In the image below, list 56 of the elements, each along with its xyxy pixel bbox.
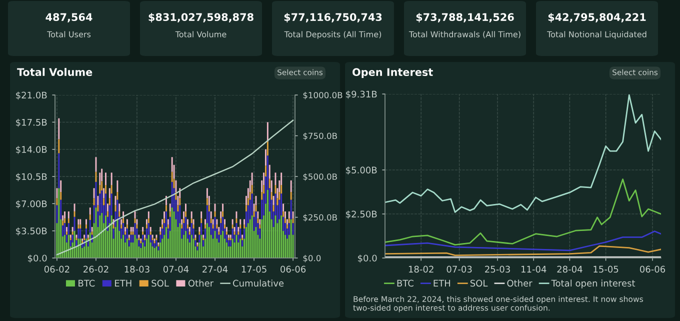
y2-tick-label: $250.0B [303, 214, 337, 222]
x-tick-label: 26-02 [84, 266, 108, 273]
legend-label: Other [507, 280, 532, 287]
text: Total Withdrawals (All Time) [408, 31, 520, 38]
y2-tick-label: $750.0B [303, 132, 337, 140]
y2-tick-label: $500.0B [303, 173, 337, 181]
x-tick-label: 06-06 [640, 266, 666, 273]
y2-tick-label: $1000.0B [303, 92, 342, 100]
y-tick-label: $5.00B [346, 166, 377, 175]
legend-label: SOL [152, 280, 169, 287]
text: Total Notional Liquidated [547, 31, 646, 39]
text: $73,788,141,526 [416, 12, 514, 22]
x-tick-label: 06-02 [44, 266, 70, 273]
legend-label: Total open interest [551, 280, 636, 288]
chart-title: Total Volume [17, 68, 92, 76]
legend-label: ETH [115, 280, 132, 286]
line-series [385, 94, 661, 213]
x-tick-label: 27-04 [202, 266, 228, 273]
text: $77,116,750,743 [284, 12, 382, 22]
x-tick-label: 11-04 [521, 266, 546, 273]
y2-tick-label: $0.0 [303, 254, 321, 262]
legend-label: Cumulative [233, 280, 284, 287]
text: $831,027,598,878 [148, 12, 254, 22]
y-tick-label: $2.50B [346, 210, 377, 219]
text: 487,564 [46, 13, 92, 22]
legend-label: BTC [397, 280, 414, 287]
x-tick-label: 28-04 [557, 266, 582, 273]
text: Total Deposits (All Time) [284, 31, 382, 39]
y-tick-label: $9.31B [346, 90, 377, 99]
line-series [385, 178, 661, 246]
y-tick-label: $17.5B [16, 118, 47, 127]
x-tick-label: 25-03 [485, 266, 510, 273]
text: Total Users [47, 31, 91, 38]
y-tick-label: $0.0 [358, 254, 377, 263]
line-series [56, 120, 294, 256]
x-tick-label: 17-05 [242, 266, 266, 273]
legend-label: Other [188, 280, 214, 287]
x-tick-label: 07-04 [163, 266, 189, 273]
y-tick-label: $7.00B [16, 200, 47, 208]
x-tick-label: 15-05 [594, 266, 618, 273]
y-tick-label: $3.50B [16, 227, 47, 236]
legend-label: BTC [78, 280, 95, 287]
y-tick-label: $10.5B [16, 173, 47, 182]
x-tick-label: 18-03 [124, 266, 150, 273]
x-tick-label: 06-06 [280, 266, 306, 273]
text: Total Volume [175, 31, 226, 38]
y-tick-label: $0.0 [28, 254, 47, 263]
legend-label: ETH [434, 280, 450, 286]
chart-title: Open Interest [352, 68, 433, 78]
y-tick-label: $14.0B [16, 146, 47, 154]
text: $42,795,804,221 [548, 12, 646, 22]
x-tick-label: 18-02 [408, 266, 434, 273]
y-tick-label: $21.0B [16, 92, 47, 100]
line-series [385, 230, 661, 252]
legend-label: SOL [470, 280, 488, 287]
x-tick-label: 07-03 [446, 266, 472, 273]
